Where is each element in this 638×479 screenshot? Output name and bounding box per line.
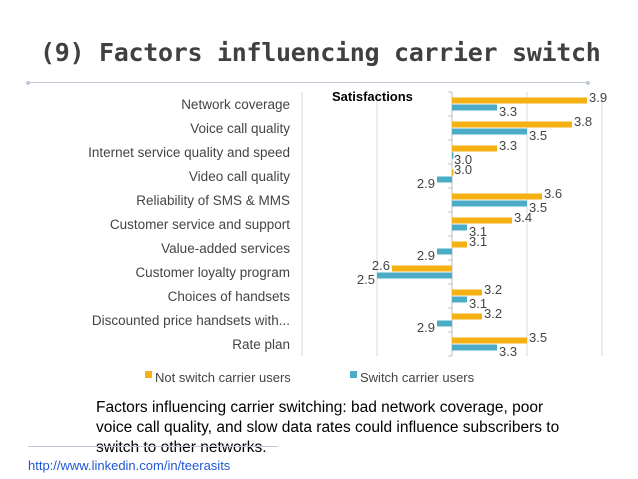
value-label-not-switch: 3.0 — [454, 162, 472, 177]
bar-not-switch — [452, 217, 512, 224]
bar-not-switch — [452, 289, 482, 296]
title-divider — [28, 82, 588, 83]
bar-switch — [377, 272, 452, 279]
value-label-not-switch: 3.1 — [469, 234, 487, 249]
value-label-switch: 2.5 — [357, 272, 375, 287]
value-label-switch: 2.9 — [417, 248, 435, 263]
value-label-switch: 3.1 — [469, 224, 487, 239]
category-label: Rate plan — [232, 337, 290, 352]
category-label: Customer service and support — [110, 217, 290, 232]
bar-switch — [452, 224, 467, 231]
bar-switch — [452, 200, 527, 207]
value-label-switch: 2.9 — [417, 320, 435, 335]
bar-not-switch — [452, 193, 542, 200]
chart-category-labels: Network coverage Voice call quality Intern… — [88, 97, 290, 352]
category-label: Reliability of SMS & MMS — [136, 193, 290, 208]
category-label: Video call quality — [189, 169, 290, 184]
category-label: Choices of handsets — [168, 289, 291, 304]
bar-switch — [452, 344, 497, 351]
chart-bars — [377, 97, 587, 351]
legend-label-switch: Switch carrier users — [360, 370, 475, 385]
value-label-switch: 3.3 — [499, 104, 517, 119]
bar-switch — [437, 248, 452, 255]
value-label-not-switch: 3.6 — [544, 186, 562, 201]
title-divider-dot-right — [586, 80, 590, 85]
value-label-not-switch: 3.3 — [499, 138, 517, 153]
value-label-switch: 3.5 — [529, 200, 547, 215]
bar-not-switch — [452, 145, 497, 152]
category-label: Discounted price handsets with... — [92, 313, 290, 328]
bar-switch — [452, 128, 527, 135]
value-label-not-switch: 3.4 — [514, 210, 532, 225]
bar-switch — [452, 296, 467, 303]
bar-not-switch — [452, 241, 467, 248]
slide-caption: Factors influencing carrier switching: b… — [96, 399, 560, 456]
value-label-not-switch: 2.6 — [372, 258, 390, 273]
legend-swatch-switch — [350, 371, 357, 378]
bar-switch — [437, 320, 452, 327]
bar-not-switch — [452, 121, 572, 128]
category-label: Value-added services — [161, 241, 290, 256]
value-label-not-switch: 3.2 — [484, 306, 502, 321]
title-divider-dot-left — [26, 80, 30, 85]
bar-not-switch — [452, 337, 527, 344]
chart-title: Satisfactions — [332, 89, 413, 104]
value-label-switch: 3.3 — [499, 344, 517, 359]
bar-switch — [452, 104, 497, 111]
category-label: Internet service quality and speed — [88, 145, 290, 160]
value-label-not-switch: 3.2 — [484, 282, 502, 297]
value-label-not-switch: 3.8 — [574, 114, 592, 129]
legend: Not switch carrier users Switch carrier … — [145, 370, 475, 385]
chart-value-labels: 3.93.33.83.53.33.03.02.93.63.53.43.13.12… — [357, 90, 607, 359]
value-label-not-switch: 3.5 — [529, 330, 547, 345]
category-label: Network coverage — [181, 97, 290, 112]
legend-label-not-switch: Not switch carrier users — [155, 370, 291, 385]
bar-not-switch — [392, 265, 452, 272]
bar-switch — [452, 152, 454, 159]
category-label: Voice call quality — [190, 121, 290, 136]
value-label-switch: 3.5 — [529, 128, 547, 143]
bar-switch — [437, 176, 452, 183]
credit-link[interactable]: http://www.linkedin.com/in/teerasits — [28, 458, 231, 473]
category-label: Customer loyalty program — [135, 265, 290, 280]
value-label-not-switch: 3.9 — [589, 90, 607, 105]
footer-divider — [28, 446, 278, 447]
value-label-switch: 3.0 — [454, 152, 472, 167]
bar-not-switch — [452, 97, 587, 104]
value-label-switch: 2.9 — [417, 176, 435, 191]
satisfaction-bar-chart: Network coverage Voice call quality Intern… — [88, 89, 607, 385]
value-label-switch: 3.1 — [469, 296, 487, 311]
slide-title: (9) Factors influencing carrier switch — [40, 38, 601, 67]
bar-not-switch — [452, 313, 482, 320]
legend-swatch-not-switch — [145, 371, 152, 378]
chart-gridlines — [301, 91, 603, 357]
bar-not-switch — [452, 169, 454, 176]
